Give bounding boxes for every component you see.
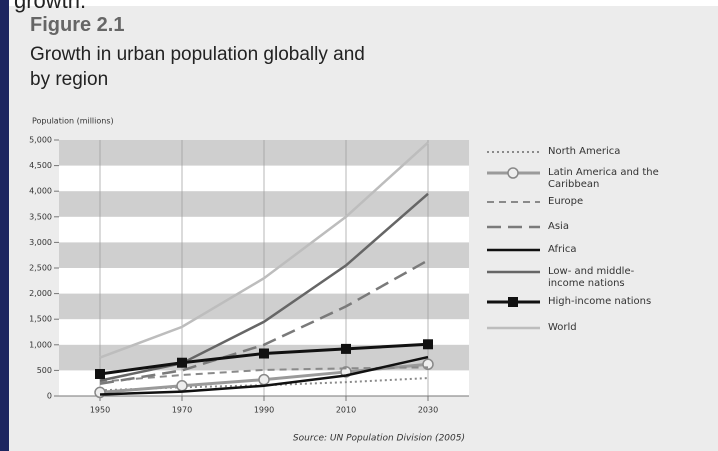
legend-label: North America	[548, 146, 621, 157]
y-tick-label: 0	[47, 392, 52, 401]
y-tick-label: 3,000	[29, 238, 52, 247]
x-tick-label: 1950	[90, 406, 110, 415]
chart-subtitle: Growth in urban population globally and …	[30, 44, 365, 90]
y-tick-label: 3,500	[29, 212, 52, 221]
x-tick-label: 2010	[336, 406, 356, 415]
marker	[507, 167, 519, 179]
y-tick-label: 1,500	[29, 315, 52, 324]
side-strip	[0, 0, 9, 451]
y-tick-label: 1,000	[29, 340, 52, 349]
x-tick-label: 2030	[418, 406, 438, 415]
marker	[258, 373, 270, 386]
y-tick-label: 4,500	[29, 161, 52, 170]
x-tick-label: 1990	[254, 406, 274, 415]
x-tick-label: 1970	[172, 406, 192, 415]
series-line	[99, 192, 429, 382]
marker	[176, 380, 188, 392]
y-tick-label: 5,000	[29, 136, 52, 145]
marker	[259, 348, 269, 359]
marker	[95, 368, 105, 379]
text-fragment: growth.	[14, 0, 87, 13]
marker	[341, 343, 351, 354]
marker	[94, 386, 106, 399]
legend-label: World	[548, 322, 577, 333]
y-tick-label: 2,000	[29, 289, 52, 298]
series-line	[99, 141, 429, 359]
legend-label: Africa	[548, 244, 577, 255]
chart-title: Figure 2.1	[30, 14, 125, 36]
y-axis-label: Population (millions)	[32, 117, 114, 126]
legend-label: Latin America and the Caribbean	[548, 167, 659, 190]
y-tick-label: 2,500	[29, 264, 52, 273]
y-tick-label: 500	[37, 366, 52, 375]
marker	[177, 357, 187, 368]
legend-label: Low- and middle-income nations	[548, 266, 635, 289]
series-line	[99, 355, 429, 396]
series-line	[99, 366, 429, 383]
marker	[423, 339, 433, 350]
legend-label: High-income nations	[548, 296, 652, 307]
marker	[508, 297, 518, 307]
legend-label: Europe	[548, 196, 584, 207]
y-tick-label: 4,000	[29, 187, 52, 196]
source: Source: UN Population Division (2005)	[293, 434, 465, 444]
legend-label: Asia	[548, 221, 569, 232]
series-line	[99, 259, 429, 385]
